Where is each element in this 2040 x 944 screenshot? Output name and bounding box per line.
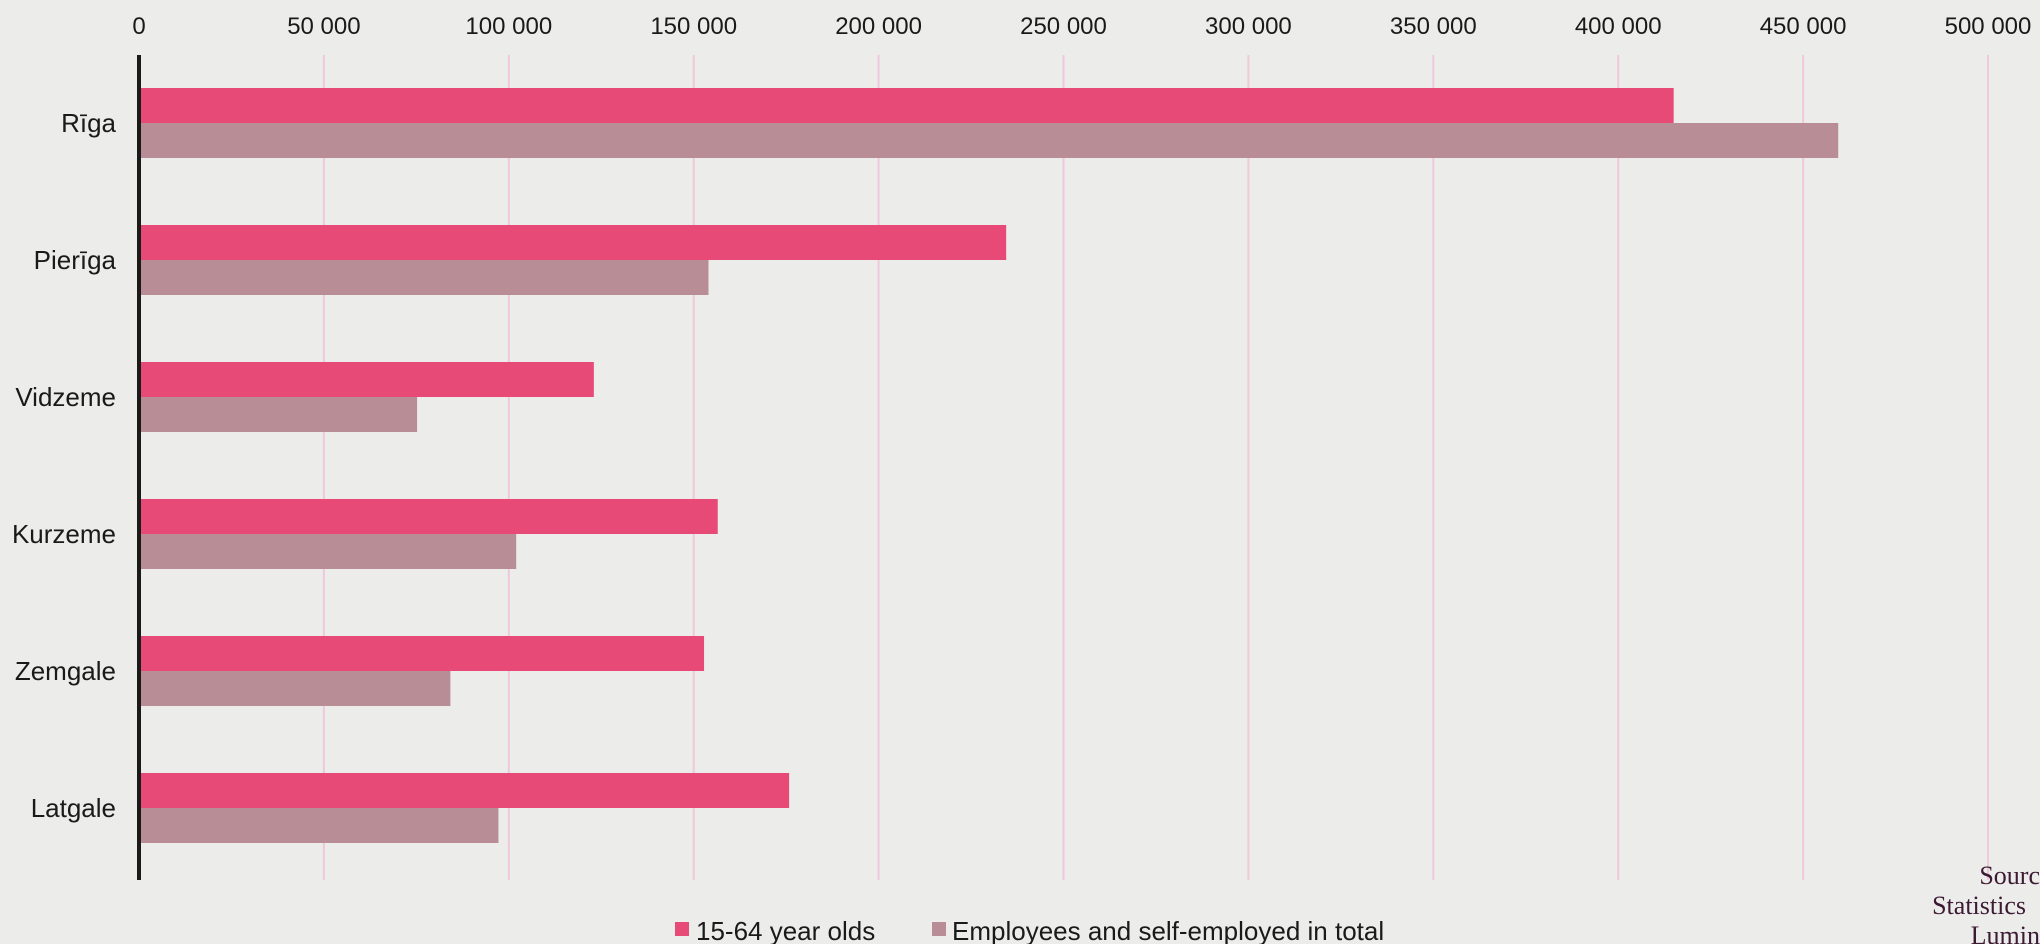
legend-swatch: [932, 922, 946, 936]
bar-employed: [139, 534, 517, 569]
bar-employed: [139, 123, 1839, 158]
x-tick-label: 500 000: [1945, 13, 2032, 40]
x-tick-label: 400 000: [1575, 13, 1662, 40]
bar-age-15-64: [139, 499, 718, 534]
x-tick-label: 50 000: [287, 13, 360, 40]
x-tick-label: 300 000: [1205, 13, 1292, 40]
legend-label: Employees and self-employed in total: [952, 916, 1384, 944]
category-label: Zemgale: [15, 656, 116, 686]
x-tick-label: 450 000: [1760, 13, 1847, 40]
category-labels: Rīga Pierīga Vidzeme Kurzeme Zemgale Latgale: [12, 108, 117, 823]
bar-age-15-64: [139, 88, 1674, 123]
category-label: Kurzeme: [12, 519, 116, 549]
bar-age-15-64: [139, 773, 790, 808]
x-axis-ticks: 0 50 000 100 000 150 000 200 000 250 000 300 0…: [132, 13, 2031, 40]
bar-employed: [139, 397, 418, 432]
x-tick-label: 100 000: [465, 13, 552, 40]
legend: 15-64 year olds Employees and self-employ…: [675, 916, 1384, 944]
category-label: Pierīga: [34, 245, 117, 275]
legend-label: 15-64 year olds: [696, 916, 875, 944]
x-tick-label: 350 000: [1390, 13, 1477, 40]
legend-swatch: [675, 922, 689, 936]
x-tick-label: 250 000: [1020, 13, 1107, 40]
bar-employed: [139, 671, 451, 706]
category-label: Latgale: [31, 793, 116, 823]
source-line: Lumin: [1971, 921, 2040, 944]
x-tick-label: 150 000: [650, 13, 737, 40]
source-line: Statistics: [1932, 891, 2026, 920]
bar-age-15-64: [139, 362, 594, 397]
bar-age-15-64: [139, 225, 1007, 260]
bar-age-15-64: [139, 636, 705, 671]
x-tick-label: 200 000: [835, 13, 922, 40]
bar-employed: [139, 808, 499, 843]
source-line: Sourc: [1979, 861, 2040, 890]
category-label: Vidzeme: [15, 382, 116, 412]
x-tick-label: 0: [132, 13, 145, 40]
bar-employed: [139, 260, 709, 295]
bars: [139, 88, 1839, 843]
grid-lines: [322, 55, 1989, 880]
category-label: Rīga: [61, 108, 116, 138]
